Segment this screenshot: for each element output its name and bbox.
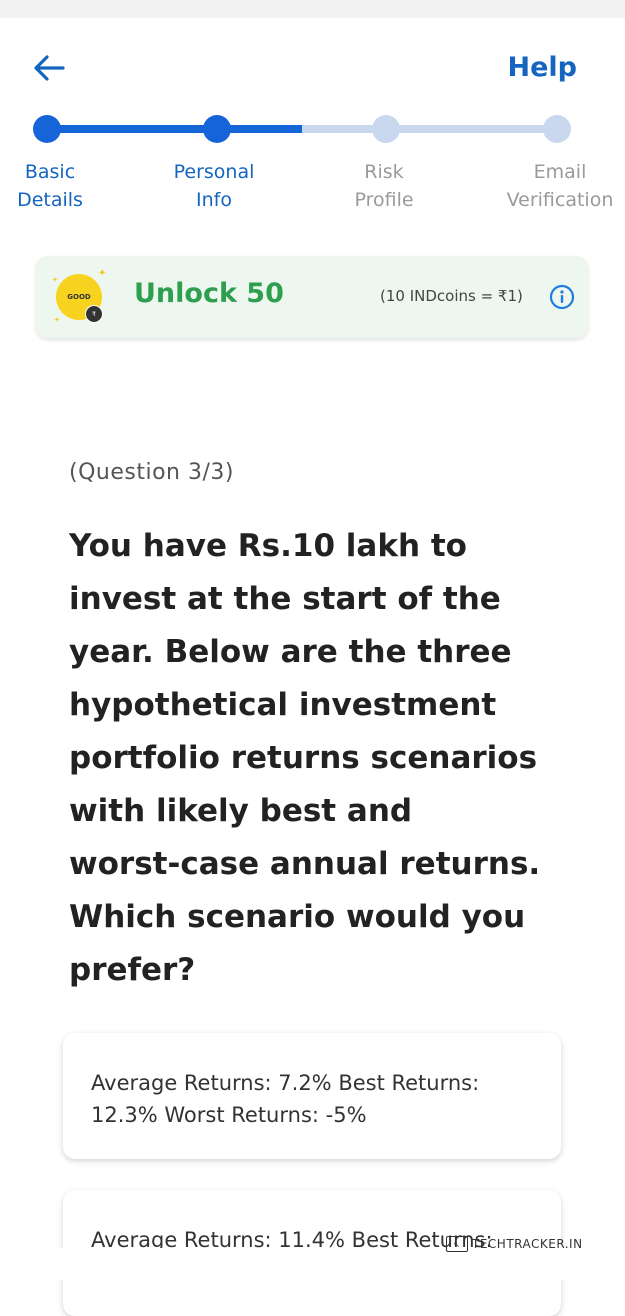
step-label-line: Basic: [24, 161, 76, 183]
step-label-personal-info: Personal Info: [144, 158, 284, 214]
help-link[interactable]: Help: [507, 52, 578, 83]
coins-banner: ✦ ✦ ✦ GOOD ₹ Unlock 50 (10 INDcoins = ₹1…: [36, 256, 588, 338]
status-bar: [0, 0, 625, 18]
step-label-line: Info: [196, 189, 232, 211]
step-label-line: Email: [533, 161, 587, 183]
option-text: Average Returns: 7.2% Best Returns: 12.3…: [91, 1067, 533, 1131]
step-dot-basic-details: [33, 115, 61, 143]
step-label-email-verification: Email Verification: [490, 158, 625, 214]
question-line: You have Rs.10 lakh to: [69, 528, 467, 564]
step-connector: [220, 125, 302, 133]
step-connector: [50, 125, 220, 133]
watermark: ↖ TECHTRACKER.IN: [446, 1234, 583, 1254]
step-label-basic-details: Basic Details: [0, 158, 120, 214]
question-line: year. Below are the three: [69, 634, 512, 670]
step-dot-email-verification: [543, 115, 571, 143]
step-label-line: Personal: [173, 161, 255, 183]
unlock-text: Unlock 50: [134, 278, 284, 309]
option-card-1[interactable]: Average Returns: 7.2% Best Returns: 12.3…: [63, 1033, 561, 1159]
step-dot-risk-profile: [372, 115, 400, 143]
question-line: invest at the start of the: [69, 581, 501, 617]
step-label-line: Profile: [354, 189, 414, 211]
question-line: with likely best and: [69, 793, 413, 829]
question-line: Which scenario would you: [69, 899, 526, 935]
watermark-text: TECHTRACKER.IN: [472, 1237, 583, 1251]
question-line: portfolio returns scenarios: [69, 740, 538, 776]
coin-rate-text: (10 INDcoins = ₹1): [380, 287, 523, 305]
back-button[interactable]: [28, 48, 70, 88]
step-label-line: Verification: [506, 189, 614, 211]
question-text: You have Rs.10 lakh to invest at the sta…: [69, 520, 569, 997]
step-label-line: Risk: [364, 161, 404, 183]
option-line: Average Returns: 7.2% Best Returns:: [91, 1071, 480, 1095]
info-button[interactable]: [549, 284, 575, 310]
bottom-edge: [0, 1248, 625, 1280]
step-dot-personal-info: [203, 115, 231, 143]
mini-coin-icon: ₹: [85, 305, 103, 323]
question-counter: (Question 3/3): [69, 460, 234, 485]
question-line: worst-case annual returns.: [69, 846, 541, 882]
step-label-risk-profile: Risk Profile: [314, 158, 454, 214]
step-label-line: Details: [17, 189, 83, 211]
question-line: hypothetical investment: [69, 687, 497, 723]
step-connector: [302, 125, 386, 133]
step-connector: [386, 125, 556, 133]
watermark-logo-icon: ↖: [446, 1236, 468, 1252]
arrow-left-icon: [34, 55, 65, 81]
progress-stepper: Basic Details Personal Info Risk Profile…: [0, 112, 625, 222]
question-line: prefer?: [69, 952, 196, 988]
option-line: 12.3% Worst Returns: -5%: [91, 1103, 367, 1127]
coin-badge-icon: ✦ ✦ ✦ GOOD ₹: [52, 268, 107, 324]
info-icon: [549, 284, 575, 310]
